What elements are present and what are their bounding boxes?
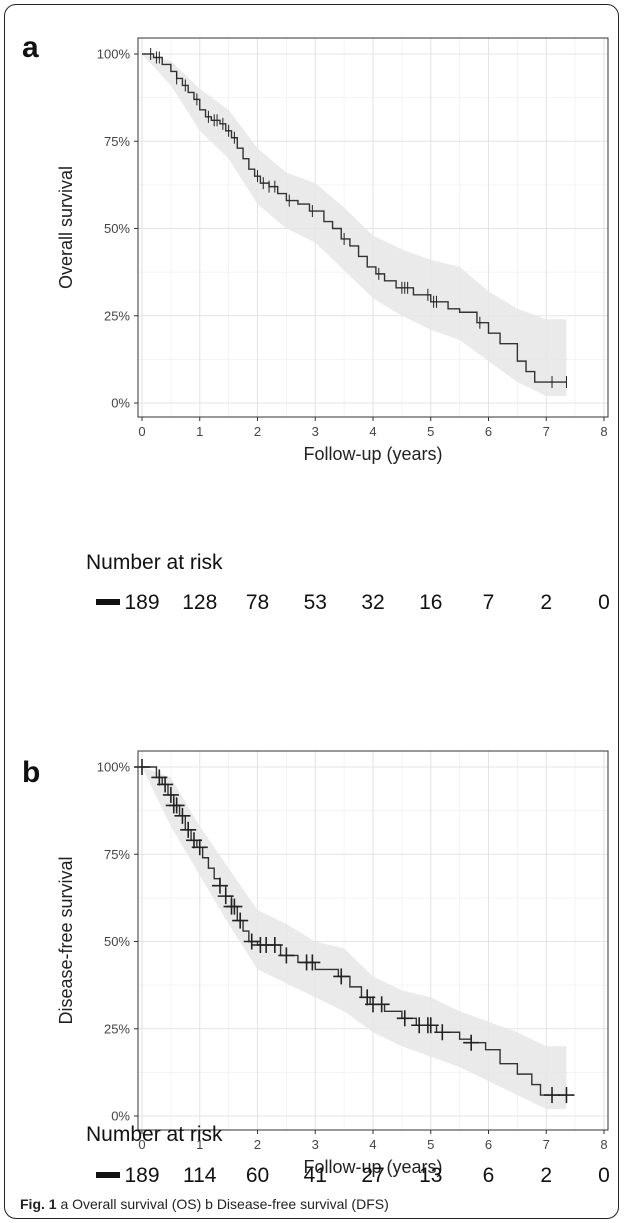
x-tick-label: 8	[600, 1137, 607, 1152]
y-tick-label: 0%	[111, 1109, 130, 1124]
risk-number: 0	[598, 1164, 610, 1187]
y-tick-label: 50%	[104, 934, 130, 949]
y-tick-label: 50%	[104, 221, 130, 236]
confidence-band	[142, 54, 567, 397]
x-tick-label: 0	[138, 424, 145, 439]
censor-mark	[544, 1087, 561, 1104]
risk-number: 53	[304, 591, 327, 614]
y-tick-label: 25%	[104, 1021, 130, 1036]
risk-number: 0	[598, 591, 610, 614]
x-tick-label: 3	[312, 424, 319, 439]
y-tick-label: 25%	[104, 308, 130, 323]
figure-caption-text: a Overall survival (OS) b Disease-free s…	[56, 1196, 389, 1212]
risk-number: 189	[124, 1164, 159, 1187]
x-tick-label: 4	[369, 1137, 376, 1152]
x-axis-label: Follow-up (years)	[303, 444, 442, 464]
y-axis: 0% 25% 50% 75% 100% Disease-free survival	[56, 760, 138, 1124]
x-tick-label: 7	[543, 424, 550, 439]
x-axis: 0 1 2 3 4 5 6 7 8 Follow-up (years)	[138, 1130, 608, 1177]
risk-number: 114	[183, 1164, 217, 1187]
censor-mark	[278, 947, 295, 964]
grid	[138, 751, 608, 1130]
censor-mark	[226, 898, 243, 915]
risk-number: 7	[483, 591, 495, 614]
censor-mark	[168, 797, 185, 814]
x-tick-label: 7	[543, 1137, 550, 1152]
censor-mark	[217, 888, 234, 905]
risk-number: 6	[483, 1164, 495, 1187]
censor-mark	[266, 936, 283, 953]
censor-mark	[422, 1017, 439, 1034]
risk-number: 2	[540, 591, 552, 614]
x-tick-label: 0	[138, 1137, 145, 1152]
censor-mark	[162, 786, 179, 803]
censor-mark	[174, 807, 191, 824]
censor-mark	[211, 877, 228, 894]
censor-mark	[304, 954, 321, 971]
confidence-band	[142, 767, 567, 1110]
figure-frame	[4, 4, 619, 1219]
risk-table: Number at risk 189 128 78 53 32 16 7 2 0	[86, 551, 610, 614]
y-tick-label: 75%	[104, 134, 130, 149]
risk-table-title: Number at risk	[86, 1123, 223, 1146]
risk-number: 16	[419, 591, 442, 614]
x-tick-label: 1	[196, 1137, 203, 1152]
risk-number: 60	[246, 1164, 269, 1187]
x-tick-label: 8	[600, 424, 607, 439]
censor-mark	[434, 1024, 451, 1041]
censor-mark	[157, 776, 174, 793]
censor-mark	[191, 839, 208, 856]
figure-caption: Fig. 1 a Overall survival (OS) b Disease…	[20, 1196, 389, 1212]
risk-table-title: Number at risk	[86, 551, 223, 574]
panel-label: b	[22, 756, 40, 789]
risk-number: 78	[246, 591, 269, 614]
risk-number: 2	[540, 1164, 552, 1187]
risk-number: 13	[419, 1164, 442, 1187]
x-tick-label: 6	[485, 1137, 492, 1152]
risk-legend-key	[96, 1172, 120, 1178]
survival-curve	[142, 53, 567, 383]
x-tick-label: 3	[312, 1137, 319, 1152]
risk-legend-key	[96, 599, 120, 605]
censor-marks	[150, 48, 567, 389]
x-axis: 0 1 2 3 4 5 6 7 8 Follow-up (years)	[138, 417, 608, 464]
censor-marks	[134, 759, 575, 1104]
censor-mark	[396, 1010, 413, 1027]
risk-number: 32	[361, 591, 384, 614]
censor-mark	[232, 912, 249, 929]
risk-number: 27	[361, 1164, 384, 1187]
x-axis-label: Follow-up (years)	[303, 1157, 442, 1177]
censor-mark	[333, 968, 350, 985]
censor-mark	[373, 996, 390, 1013]
x-tick-label: 5	[427, 1137, 434, 1152]
x-tick-label: 5	[427, 424, 434, 439]
censor-mark	[463, 1034, 480, 1051]
risk-number: 41	[304, 1164, 327, 1187]
y-axis-label: Disease-free survival	[56, 856, 76, 1024]
risk-number: 128	[182, 591, 217, 614]
x-tick-label: 2	[254, 424, 261, 439]
risk-number: 189	[124, 591, 159, 614]
censor-mark	[558, 1087, 575, 1104]
y-axis: 0% 25% 50% 75% 100% Overall survival	[56, 47, 138, 411]
figure-caption-label: Fig. 1	[20, 1196, 57, 1212]
x-tick-label: 1	[196, 424, 203, 439]
y-tick-label: 100%	[97, 47, 131, 62]
x-tick-label: 6	[485, 424, 492, 439]
y-tick-label: 75%	[104, 847, 130, 862]
y-tick-label: 0%	[111, 396, 130, 411]
y-tick-label: 100%	[97, 760, 131, 775]
x-tick-label: 2	[254, 1137, 261, 1152]
censor-mark	[243, 933, 260, 950]
y-axis-label: Overall survival	[56, 166, 76, 289]
censor-mark	[180, 821, 197, 838]
panel-b: 0 1 2 3 4 5 6 7 8 Follow-up (years) 0% 25% 50% 75% 100…	[22, 750, 610, 1187]
x-tick-label: 4	[369, 424, 376, 439]
panel-label: a	[22, 31, 39, 64]
